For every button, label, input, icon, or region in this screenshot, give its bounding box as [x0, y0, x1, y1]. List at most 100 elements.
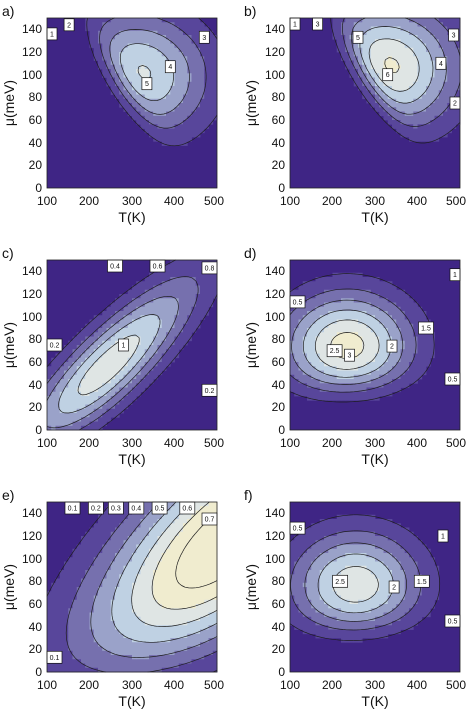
contour-cell: [392, 379, 397, 384]
contour-cell: [98, 531, 103, 537]
contour-cell: [89, 35, 95, 40]
contour-cell: [106, 621, 112, 626]
contour-cell: [370, 56, 376, 61]
contour-cell: [170, 616, 175, 622]
contour-cell: [102, 523, 107, 528]
contour-cell: [166, 39, 171, 44]
contour-cell: [426, 64, 431, 70]
contour-cell: [102, 557, 107, 562]
contour-cell: [443, 22, 448, 27]
contour-cell: [81, 565, 86, 571]
contour-cell: [72, 374, 78, 380]
contour-cell: [307, 353, 312, 359]
contour-cell: [98, 413, 103, 418]
contour-cell: [89, 39, 95, 44]
contour-cell: [409, 56, 414, 61]
contour-cell: [409, 366, 414, 371]
contour-cell: [200, 604, 205, 609]
contour-cell: [166, 94, 171, 100]
contour-cell: [51, 379, 56, 384]
contour-cell: [379, 103, 384, 108]
contour-cell: [200, 527, 205, 533]
contour-cell: [98, 595, 103, 601]
contour-cell: [200, 638, 205, 643]
contour-cell: [396, 289, 401, 295]
contour-cell: [85, 328, 90, 333]
contour-cell: [93, 52, 99, 57]
contour-cell: [290, 387, 295, 393]
contour-cell: [362, 298, 367, 303]
contour-cell: [127, 345, 133, 350]
contour-cell: [191, 561, 197, 567]
contour-cell: [76, 570, 82, 575]
contour-cell: [191, 264, 197, 269]
contour-cell: [336, 357, 342, 363]
contour-cell: [144, 510, 150, 516]
contour-cell: [144, 540, 150, 545]
contour-cell: [85, 604, 90, 609]
contour-cell: [161, 77, 167, 83]
contour-cell: [349, 43, 355, 49]
contour-cell: [358, 277, 363, 282]
contour-cell: [345, 294, 350, 299]
contour-cell: [345, 30, 350, 36]
contour-cell: [178, 328, 184, 333]
contour-cell: [170, 132, 175, 138]
contour-cell: [191, 77, 197, 83]
contour-cell: [174, 98, 180, 104]
contour-cell: [417, 47, 423, 53]
contour-cell: [153, 120, 158, 125]
contour-cell: [421, 132, 427, 138]
contour-cell: [127, 400, 133, 405]
contour-cell: [311, 370, 316, 376]
contour-cell: [443, 128, 448, 134]
contour-cell: [136, 328, 141, 333]
contour-cell: [93, 531, 99, 537]
contour-cell: [157, 120, 163, 125]
contour-cell: [195, 35, 201, 40]
contour-cell: [149, 90, 154, 95]
contour-cell: [55, 616, 61, 622]
contour-cell: [200, 47, 205, 53]
contour-cell: [93, 421, 99, 427]
contour-cell: [119, 527, 124, 533]
contour-cell: [392, 328, 397, 333]
contour-cell: [204, 52, 209, 57]
contour-cell: [98, 625, 103, 630]
contour-cell: [76, 595, 82, 601]
contour-cell: [375, 64, 380, 70]
contour-cell: [191, 128, 197, 134]
contour-cell: [98, 612, 103, 618]
contour-cell: [55, 638, 61, 643]
contour-cell: [311, 357, 316, 363]
contour-cell: [294, 353, 299, 359]
contour-cell: [375, 336, 380, 342]
contour-cell: [127, 60, 133, 66]
contour-cell: [170, 536, 175, 541]
contour-cell: [102, 47, 107, 53]
contour-cell: [106, 306, 112, 312]
panel-b-xtick: 200: [322, 194, 342, 208]
contour-cell: [55, 425, 61, 431]
contour-cell: [362, 47, 367, 53]
contour-cell: [443, 124, 448, 129]
contour-cell: [345, 340, 350, 346]
contour-cell: [375, 306, 380, 312]
contour-cell: [421, 353, 427, 359]
contour-cell: [115, 383, 120, 388]
contour-cell: [187, 646, 192, 652]
contour-cell: [387, 294, 393, 299]
contour-cell: [149, 311, 154, 316]
contour-cell: [144, 536, 150, 541]
contour-cell: [110, 574, 116, 579]
contour-cell: [434, 30, 440, 36]
contour-cell: [208, 60, 214, 66]
contour-cell: [302, 281, 308, 286]
contour-label-text: 1: [50, 31, 54, 38]
contour-cell: [187, 519, 192, 524]
contour-cell: [204, 548, 209, 554]
contour-cell: [174, 655, 180, 660]
